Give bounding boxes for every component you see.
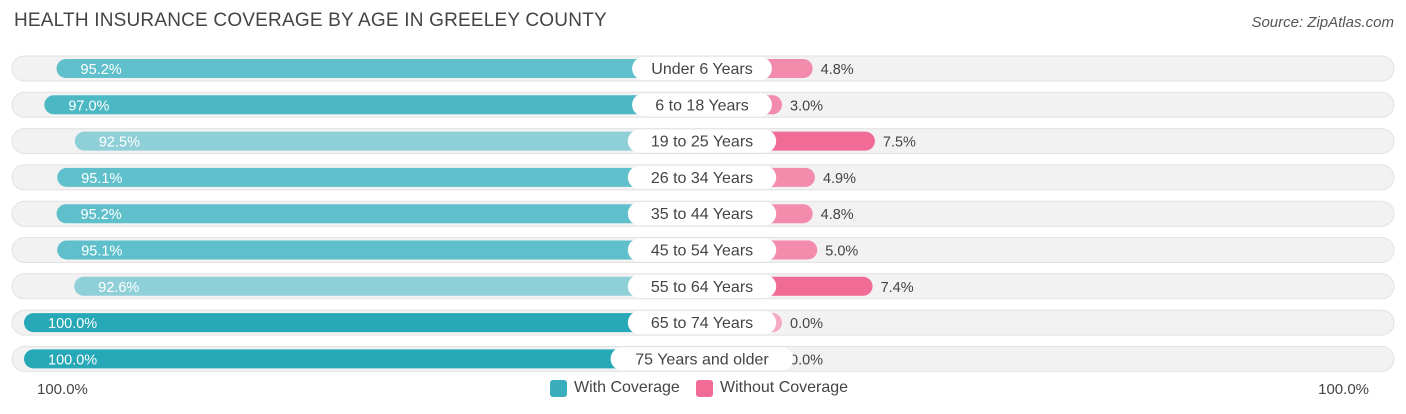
without-coverage-value: 4.8% [821, 207, 854, 223]
with-coverage-value: 92.6% [98, 280, 139, 296]
legend-item-with-coverage: With Coverage [550, 379, 680, 397]
with-coverage-bar [74, 277, 702, 296]
with-coverage-swatch [550, 380, 567, 397]
with-coverage-value: 97.0% [68, 98, 109, 114]
without-coverage-value: 4.8% [821, 62, 854, 78]
with-coverage-value: 100.0% [48, 316, 97, 332]
with-coverage-bar [75, 132, 702, 151]
without-coverage-value: 3.0% [790, 98, 823, 114]
legend-without-label: Without Coverage [720, 379, 848, 397]
coverage-chart: 95.2% 4.8% Under 6 Years 97.0% 3.0% 6 to 18 Y… [0, 0, 1406, 375]
with-coverage-bar [57, 168, 702, 187]
with-coverage-bar [44, 95, 702, 114]
category-label: 55 to 64 Years [651, 279, 753, 296]
category-label: 75 Years and older [635, 351, 769, 368]
with-coverage-bar [24, 313, 702, 332]
legend: With Coverage Without Coverage [0, 379, 1406, 401]
with-coverage-value: 95.2% [81, 62, 122, 78]
without-coverage-value: 5.0% [825, 244, 858, 260]
with-coverage-bar [57, 241, 702, 260]
legend-with-label: With Coverage [574, 379, 680, 397]
category-label: 6 to 18 Years [655, 97, 748, 114]
without-coverage-value: 0.0% [790, 316, 823, 332]
without-coverage-value: 7.4% [881, 280, 914, 296]
without-coverage-value: 7.5% [883, 135, 916, 151]
with-coverage-bar [24, 349, 702, 368]
without-coverage-value: 0.0% [790, 352, 823, 368]
without-coverage-swatch [696, 380, 713, 397]
category-label: Under 6 Years [651, 61, 752, 78]
with-coverage-bar [57, 59, 702, 78]
category-label: 19 to 25 Years [651, 134, 753, 151]
category-label: 35 to 44 Years [651, 206, 753, 223]
category-label: 45 to 54 Years [651, 243, 753, 260]
with-coverage-value: 92.5% [99, 135, 140, 151]
category-label: 65 to 74 Years [651, 315, 753, 332]
with-coverage-value: 100.0% [48, 352, 97, 368]
without-coverage-value: 4.9% [823, 171, 856, 187]
with-coverage-bar [57, 204, 702, 223]
with-coverage-value: 95.2% [81, 207, 122, 223]
with-coverage-value: 95.1% [81, 171, 122, 187]
with-coverage-value: 95.1% [81, 244, 122, 260]
category-label: 26 to 34 Years [651, 170, 753, 187]
legend-item-without-coverage: Without Coverage [696, 379, 848, 397]
